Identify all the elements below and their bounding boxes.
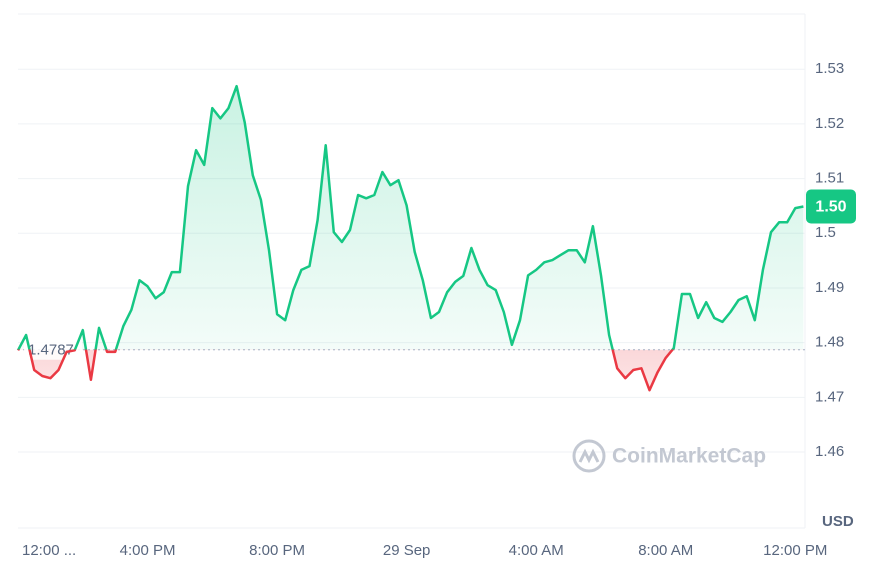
y-tick-label: 1.5 [815,224,836,241]
x-tick-label: 4:00 PM [120,542,176,559]
baseline-label: 1.4787 [28,342,74,359]
current-price-label: 1.50 [815,199,846,216]
y-tick-label: 1.53 [815,60,844,77]
y-tick-label: 1.47 [815,388,844,405]
y-tick-label: 1.46 [815,443,844,460]
y-unit: USD [822,513,854,530]
price-line [16,84,804,392]
x-tick-label: 8:00 AM [638,542,693,559]
x-tick-label: 4:00 AM [509,542,564,559]
baseline-label-bg [24,339,82,360]
watermark-logo-mark [578,448,600,464]
x-tick-label: 29 Sep [383,542,431,559]
x-tick-label: 12:00 PM [763,542,827,559]
x-tick-label: 12:00 ... [22,542,76,559]
y-tick-label: 1.48 [815,334,844,351]
current-price-box [806,189,856,224]
area-fill [18,86,804,391]
watermark-logo [572,439,606,473]
watermark: CoinMarketCap [572,439,766,473]
y-tick-label: 1.52 [815,115,844,132]
y-tick-label: 1.49 [815,279,844,296]
watermark-text: CoinMarketCap [612,445,766,468]
y-tick-label: 1.51 [815,170,844,187]
x-tick-label: 8:00 PM [249,542,305,559]
